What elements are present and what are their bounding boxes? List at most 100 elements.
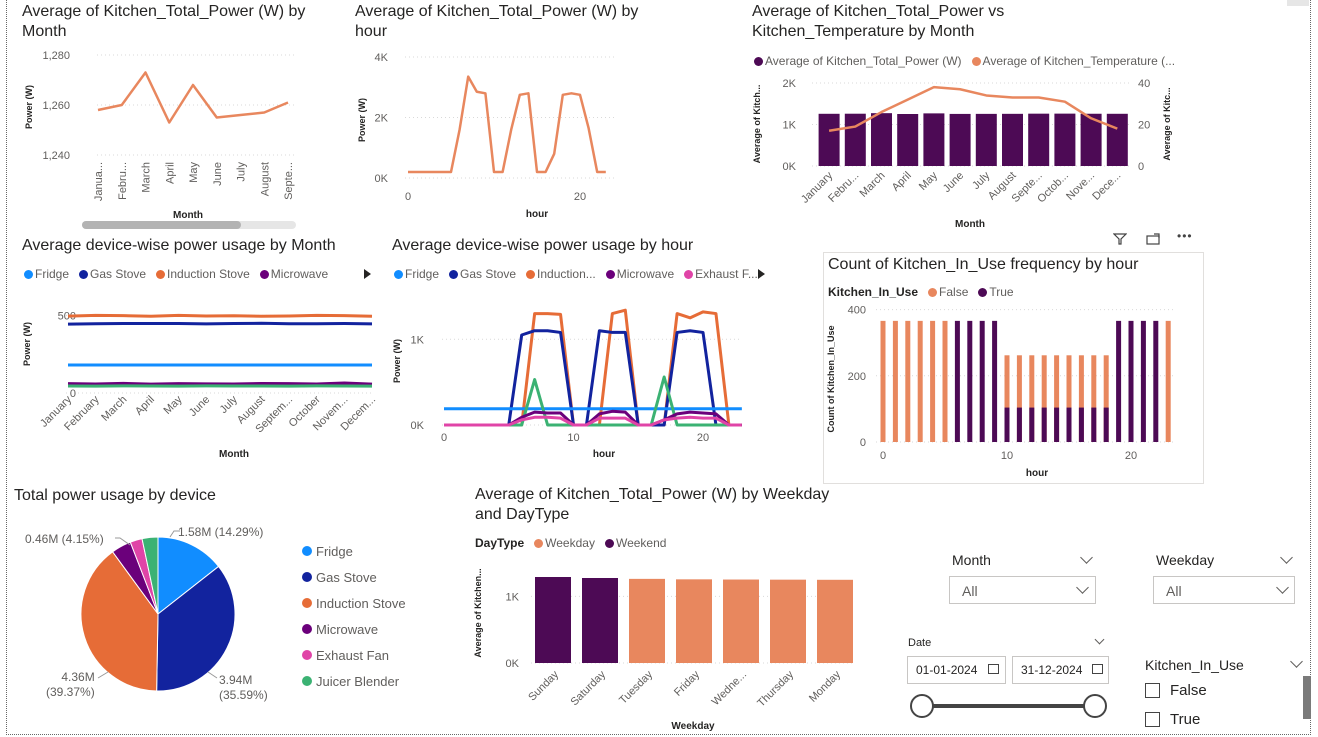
slider-end-handle[interactable] bbox=[1083, 694, 1107, 718]
chart-title: Total power usage by device bbox=[14, 487, 216, 504]
callout-leader bbox=[169, 530, 180, 538]
legend-item[interactable]: True bbox=[978, 285, 1014, 299]
legend-dot bbox=[302, 650, 312, 660]
weekday-dropdown-value: All bbox=[1166, 583, 1182, 599]
filter-icon[interactable] bbox=[1113, 233, 1127, 245]
legend-item[interactable]: Gas Stove bbox=[79, 267, 146, 281]
legend-next-arrow-icon[interactable] bbox=[364, 269, 372, 279]
bar bbox=[1080, 113, 1102, 166]
scrollbar-thumb bbox=[82, 221, 241, 229]
legend-dot bbox=[604, 538, 614, 548]
x-tick-label: Thursday bbox=[755, 668, 796, 709]
bar-true bbox=[992, 320, 998, 442]
bar bbox=[535, 577, 571, 663]
bar bbox=[770, 579, 806, 663]
month-dropdown[interactable]: All bbox=[949, 576, 1096, 604]
legend-item[interactable]: False bbox=[928, 285, 968, 299]
x-tick-label: 0 bbox=[880, 450, 886, 462]
x-tick-label: April bbox=[890, 170, 914, 194]
date-range-slider[interactable] bbox=[908, 691, 1108, 721]
legend-item[interactable]: Exhaust Fan bbox=[302, 642, 406, 668]
y-tick-label: 1K bbox=[506, 591, 520, 603]
chart-title: Average device-wise power usage by Month bbox=[22, 237, 336, 254]
chart-title: Average device-wise power usage by hour bbox=[392, 237, 694, 254]
legend-item[interactable]: Exhaust F... bbox=[684, 267, 758, 281]
legend-item[interactable]: Microwave bbox=[302, 616, 406, 642]
legend-item[interactable]: Average of Kitchen_Total_Power (W) bbox=[754, 54, 962, 68]
x-tick-label: Monday bbox=[807, 668, 844, 705]
legend-item[interactable]: Fridge bbox=[302, 538, 406, 564]
legend-next-arrow-icon[interactable] bbox=[758, 269, 766, 279]
series-line bbox=[67, 321, 373, 326]
legend-item[interactable]: Gas Stove bbox=[449, 267, 516, 281]
visual-power-by-month[interactable]: Average of Kitchen_Total_Power (W) by Mo… bbox=[22, 2, 332, 232]
legend-item[interactable]: Fridge bbox=[394, 267, 439, 281]
callout-percent: (35.59%) bbox=[219, 688, 268, 702]
y-tick-label: 0K bbox=[506, 658, 520, 670]
weekday-dropdown[interactable]: All bbox=[1153, 576, 1295, 604]
y-tick-label: 1,280 bbox=[42, 50, 70, 62]
visual-kitchen-in-use-by-hour[interactable]: Count of Kitchen_In_Use frequency by hou… bbox=[823, 252, 1204, 484]
visual-device-by-month[interactable]: Average device-wise power usage by Month… bbox=[22, 236, 382, 462]
legend-label: Induction Stove bbox=[167, 267, 250, 281]
legend-item[interactable]: Gas Stove bbox=[302, 564, 406, 590]
y-tick-label: 1K bbox=[411, 334, 425, 346]
date-slicer-label: Date bbox=[908, 637, 932, 649]
bar-true bbox=[1029, 407, 1035, 442]
legend-dot bbox=[605, 269, 615, 279]
legend-item[interactable]: Weekday bbox=[534, 536, 595, 550]
chart-kitchen-in-use-by-hour: 0 200 400 Count of Kitchen_In_Use 0 10 20 hour bbox=[826, 305, 1176, 479]
legend-item[interactable]: Induction Stove bbox=[156, 267, 250, 281]
date-end-input[interactable]: 31-12-2024 bbox=[1012, 656, 1109, 684]
legend-item[interactable]: Fridge bbox=[24, 267, 69, 281]
y-tick-label: 20 bbox=[1138, 120, 1150, 132]
legend-label: Average of Kitchen_Total_Power (W) bbox=[765, 54, 962, 68]
more-options-icon[interactable]: ••• bbox=[1177, 229, 1193, 243]
checkbox-false[interactable] bbox=[1145, 683, 1160, 698]
chart-title: Average of Kitchen_Total_Power vs Kitche… bbox=[752, 3, 1005, 40]
y-axis-title: Average of Kitc... bbox=[1162, 87, 1172, 160]
slicer-scrollbar[interactable] bbox=[1303, 676, 1311, 719]
bar-false bbox=[1091, 355, 1097, 442]
x-tick-label: 20 bbox=[697, 432, 709, 444]
visual-device-by-hour[interactable]: Average device-wise power usage by hour … bbox=[390, 236, 770, 462]
y-tick-label: 1,260 bbox=[42, 100, 70, 112]
bar-false bbox=[880, 320, 886, 442]
bar-false bbox=[905, 320, 911, 442]
visual-power-by-device[interactable]: Total power usage by device 1.58M (14.29… bbox=[12, 486, 452, 726]
legend-label: Induction... bbox=[537, 267, 596, 281]
legend-label: Average of Kitchen_Temperature (... bbox=[982, 54, 1176, 68]
legend-item[interactable]: Microwave bbox=[605, 267, 674, 281]
visual-power-by-weekday[interactable]: Average of Kitchen_Total_Power (W) by We… bbox=[473, 485, 873, 735]
pie-slice bbox=[156, 565, 236, 692]
bar bbox=[949, 113, 971, 166]
visual-power-by-hour[interactable]: Average of Kitchen_Total_Power (W) by ho… bbox=[355, 2, 655, 232]
legend-item[interactable]: Average of Kitchen_Temperature (... bbox=[971, 54, 1176, 68]
checkbox-true[interactable] bbox=[1145, 712, 1160, 727]
y-axis-title: Count of Kitchen_In_Use bbox=[826, 325, 836, 432]
visual-power-vs-temperature[interactable]: Average of Kitchen_Total_Power vs Kitche… bbox=[750, 2, 1190, 232]
series-line bbox=[408, 75, 606, 174]
chart-device-by-hour: 0K 1K Power (W) 0 10 20 hour bbox=[392, 308, 742, 460]
bar-false bbox=[1066, 355, 1072, 442]
legend-item[interactable]: Weekend bbox=[604, 536, 666, 550]
x-tick-label: May bbox=[188, 162, 200, 183]
legend-dot bbox=[156, 269, 166, 279]
x-tick-label: May bbox=[161, 393, 185, 417]
date-start-value: 01-01-2024 bbox=[916, 663, 978, 677]
bar-true bbox=[979, 320, 985, 442]
legend-item[interactable]: Induction... bbox=[526, 267, 596, 281]
bar-false bbox=[1054, 355, 1060, 442]
legend-dot bbox=[971, 56, 981, 66]
x-tick-label: July bbox=[970, 169, 993, 192]
legend-item[interactable]: Juicer Blender bbox=[302, 668, 406, 694]
bar-false bbox=[942, 320, 948, 442]
legend-item[interactable]: Microwave bbox=[259, 267, 328, 281]
calendar-icon[interactable] bbox=[1092, 664, 1103, 674]
focus-mode-icon[interactable] bbox=[1146, 233, 1160, 245]
x-tick-label: 10 bbox=[1001, 450, 1013, 462]
calendar-icon[interactable] bbox=[988, 664, 999, 674]
slider-start-handle[interactable] bbox=[910, 694, 934, 718]
legend-item[interactable]: Induction Stove bbox=[302, 590, 406, 616]
date-start-input[interactable]: 01-01-2024 bbox=[907, 656, 1006, 684]
